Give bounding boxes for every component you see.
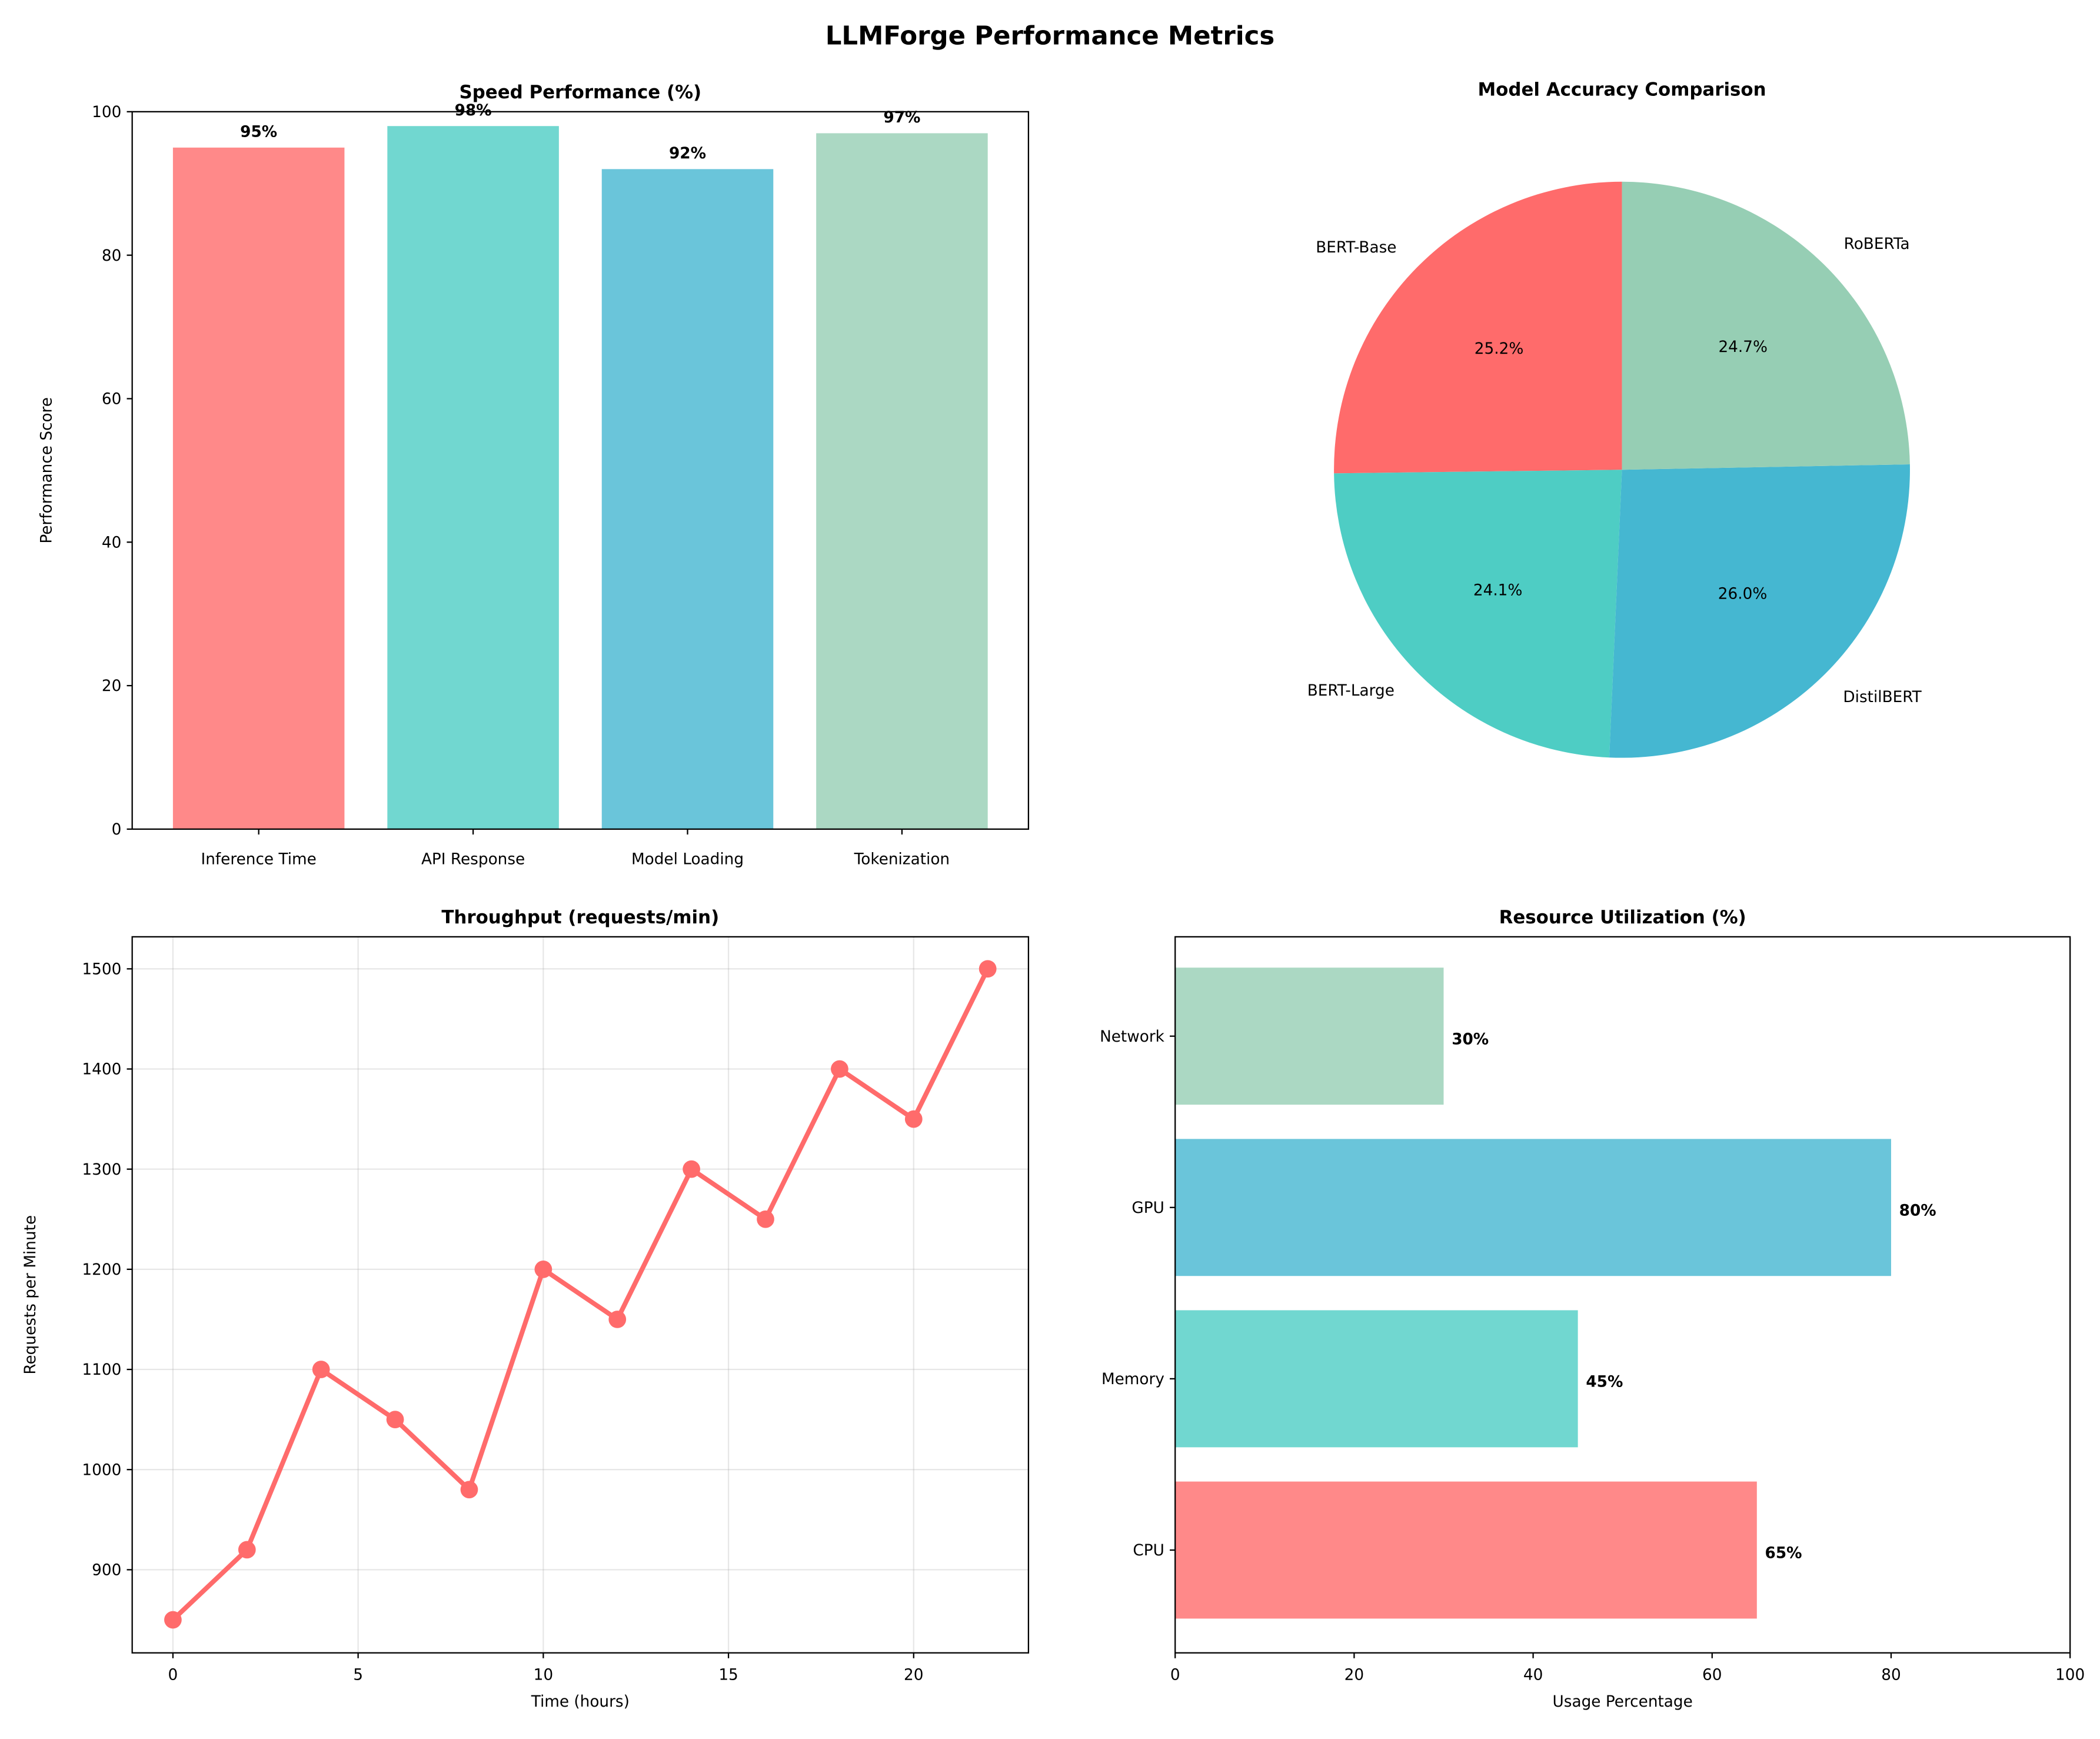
x-tick-label: Inference Time bbox=[201, 850, 317, 868]
x-tick-label: API Response bbox=[421, 850, 525, 868]
data-label: 45% bbox=[1586, 1374, 1623, 1391]
x-tick-label: Model Loading bbox=[631, 850, 744, 868]
x-tick-label: 20 bbox=[1344, 1666, 1364, 1684]
throughput-chart: 0 5 10 15 20 900 1000 1100 1200 1300 1400 1500 Throu… bbox=[22, 907, 1030, 1711]
bar bbox=[387, 126, 559, 829]
data-point bbox=[238, 1541, 256, 1559]
slice-label: DistilBERT bbox=[1843, 689, 1922, 706]
data-label: 80% bbox=[1899, 1202, 1936, 1220]
x-tick-label: 15 bbox=[718, 1666, 738, 1684]
axes-frame bbox=[131, 111, 1030, 830]
bar bbox=[1175, 1310, 1578, 1448]
pie-slice bbox=[1609, 464, 1910, 758]
slice-label: RoBERTa bbox=[1844, 235, 1910, 253]
x-tick-label: 0 bbox=[1170, 1666, 1180, 1684]
pie-slice bbox=[1334, 181, 1622, 474]
x-tick-label: Tokenization bbox=[854, 850, 950, 868]
pct-label: 26.0% bbox=[1718, 586, 1768, 603]
pct-label: 25.2% bbox=[1475, 340, 1524, 358]
pie-slice bbox=[1334, 470, 1622, 758]
x-tick-label: 0 bbox=[168, 1666, 178, 1684]
y-tick-label: 1500 bbox=[82, 960, 121, 978]
y-tick-label: 0 bbox=[112, 821, 122, 839]
slice-label: BERT-Base bbox=[1316, 239, 1396, 257]
data-point bbox=[683, 1160, 700, 1178]
y-tick-label: 1000 bbox=[82, 1461, 121, 1479]
data-point bbox=[386, 1411, 404, 1428]
resource-utilization-chart: 65% CPU 45% Memory 80% GPU 30% Network 0 20 40 60 80… bbox=[1100, 907, 2085, 1711]
y-tick-label: 80 bbox=[102, 247, 121, 265]
x-tick-label: 5 bbox=[353, 1666, 363, 1684]
pie-slice bbox=[1622, 181, 1910, 470]
x-tick-label: 60 bbox=[1702, 1666, 1722, 1684]
data-point bbox=[904, 1110, 923, 1128]
y-tick-label: 20 bbox=[102, 677, 121, 695]
bar bbox=[1175, 1481, 1757, 1619]
chart-title: Speed Performance (%) bbox=[459, 82, 701, 103]
data-point bbox=[757, 1210, 774, 1228]
data-label: 30% bbox=[1452, 1030, 1489, 1048]
data-point bbox=[164, 1611, 182, 1629]
y-tick-label: CPU bbox=[1133, 1542, 1164, 1560]
y-tick-label: 1200 bbox=[82, 1261, 121, 1279]
chart-title: Resource Utilization (%) bbox=[1499, 907, 1746, 928]
y-tick-label: 1300 bbox=[82, 1161, 121, 1179]
y-tick-label: 1400 bbox=[82, 1061, 121, 1079]
y-tick-label: 1100 bbox=[82, 1361, 121, 1379]
bar bbox=[1175, 1139, 1891, 1276]
x-tick-label: 40 bbox=[1523, 1666, 1543, 1684]
x-tick-label: 100 bbox=[2055, 1666, 2085, 1684]
bar bbox=[1175, 967, 1444, 1105]
data-point bbox=[608, 1311, 627, 1328]
y-axis-label: Performance Score bbox=[38, 397, 55, 544]
y-tick-label: GPU bbox=[1131, 1199, 1164, 1217]
y-tick-label: Memory bbox=[1101, 1371, 1164, 1388]
x-tick-label: 20 bbox=[904, 1666, 923, 1684]
bar bbox=[816, 133, 988, 829]
data-label: 95% bbox=[240, 123, 277, 141]
y-tick-label: 100 bbox=[92, 104, 121, 121]
figure-title: LLMForge Performance Metrics bbox=[826, 21, 1275, 51]
data-label: 98% bbox=[455, 102, 492, 119]
bar bbox=[601, 169, 774, 829]
bar bbox=[172, 147, 345, 829]
data-label: 92% bbox=[669, 145, 706, 162]
pct-label: 24.7% bbox=[1718, 338, 1768, 356]
x-tick-label: 10 bbox=[534, 1666, 553, 1684]
slice-label: BERT-Large bbox=[1307, 682, 1395, 700]
x-axis-label: Time (hours) bbox=[531, 1693, 630, 1711]
chart-title: Model Accuracy Comparison bbox=[1477, 79, 1766, 100]
x-tick-label: 80 bbox=[1881, 1666, 1901, 1684]
y-axis-label: Requests per Minute bbox=[22, 1215, 39, 1375]
x-axis-label: Usage Percentage bbox=[1553, 1693, 1693, 1711]
chart-title: Throughput (requests/min) bbox=[441, 907, 719, 928]
data-point bbox=[979, 960, 997, 978]
data-point bbox=[460, 1481, 478, 1499]
pct-label: 24.1% bbox=[1473, 582, 1523, 600]
data-point bbox=[312, 1361, 330, 1378]
y-tick-label: 40 bbox=[102, 534, 121, 551]
axes-frame bbox=[131, 936, 1030, 1654]
axes-frame bbox=[1174, 936, 2071, 1654]
series-line bbox=[171, 967, 990, 1622]
data-point bbox=[831, 1060, 848, 1078]
y-tick-label: 60 bbox=[102, 391, 121, 408]
y-tick-label: Network bbox=[1100, 1028, 1165, 1046]
speed-performance-chart: 95% Inference Time 98% API Response 92% Model… bbox=[38, 82, 1030, 868]
model-accuracy-pie: Model Accuracy Comparison 25.2% BERT-Base 2… bbox=[1307, 79, 1922, 758]
y-tick-label: 900 bbox=[92, 1562, 121, 1580]
data-point bbox=[534, 1260, 553, 1278]
data-label: 65% bbox=[1765, 1545, 1802, 1562]
